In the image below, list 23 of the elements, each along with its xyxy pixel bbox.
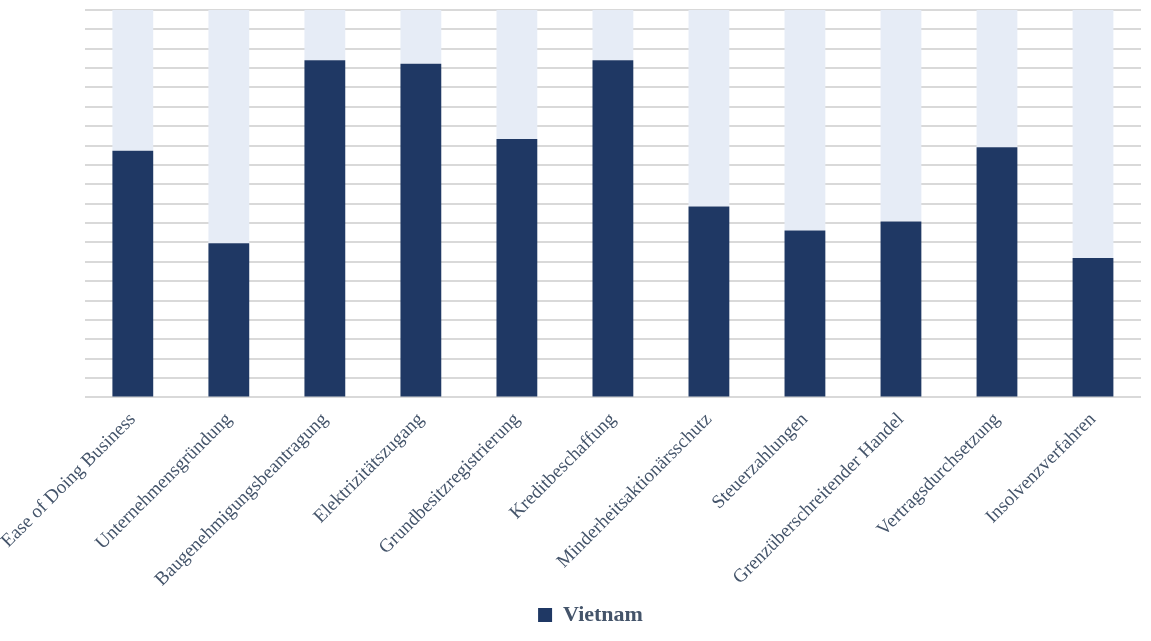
bar: [304, 60, 346, 397]
bar: [1072, 257, 1114, 397]
bar: [208, 10, 250, 244]
bar: [784, 230, 826, 397]
bar: [976, 10, 1018, 148]
bar: [400, 10, 442, 64]
bar: [304, 10, 346, 61]
bar: [112, 150, 154, 397]
bar: [208, 243, 250, 397]
bar: [688, 206, 730, 397]
bar: [880, 10, 922, 222]
legend-label: Vietnam: [563, 600, 643, 626]
bar: [400, 63, 442, 397]
bar: [112, 10, 154, 151]
bar: [592, 10, 634, 61]
bar: [1072, 10, 1114, 258]
bar: [496, 10, 538, 140]
bar: [592, 60, 634, 397]
bar: [976, 147, 1018, 397]
bar: [784, 10, 826, 231]
bar: [688, 10, 730, 207]
bar: [496, 139, 538, 397]
bar: [880, 221, 922, 397]
